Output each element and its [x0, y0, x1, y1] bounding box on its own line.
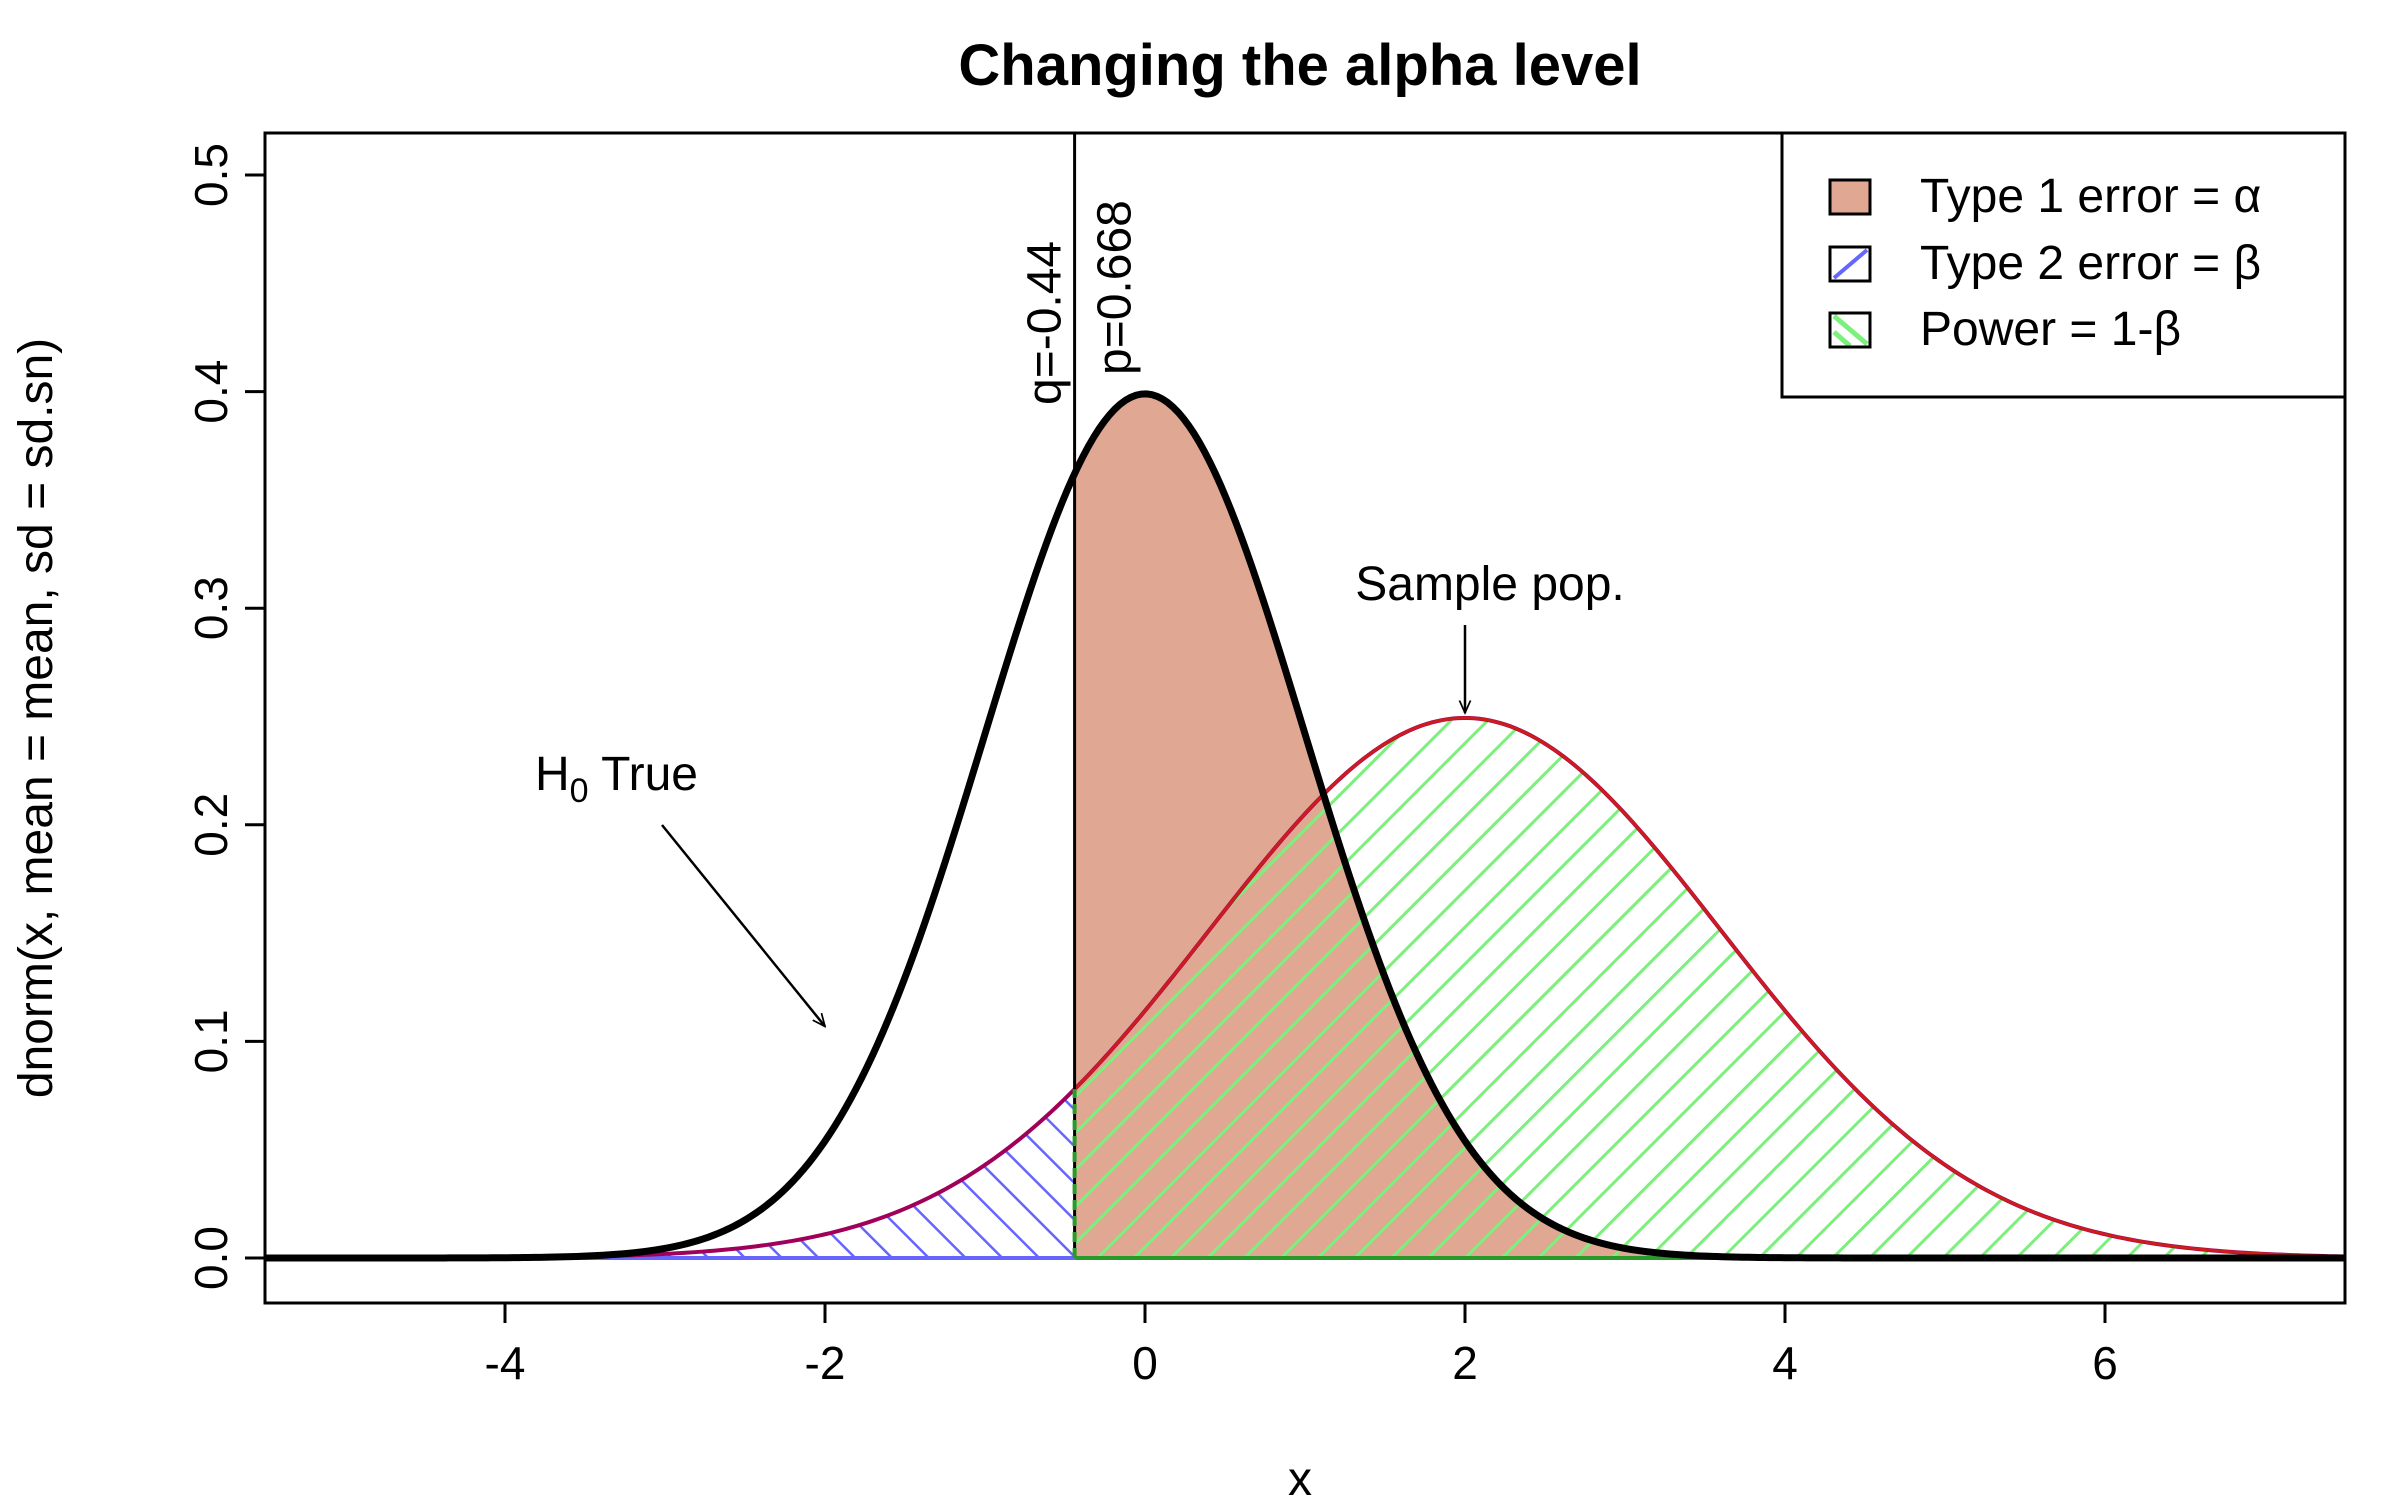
legend-swatch-type2	[1828, 245, 1872, 283]
power-area	[1074, 717, 2345, 1258]
h0-label-main: H	[535, 748, 570, 801]
x-axis: -4 -2 0 2 4 6	[485, 1303, 2118, 1389]
h0-label-suffix: True	[589, 748, 698, 801]
legend-swatch-power	[1828, 311, 1872, 349]
h0-label: H0 True	[535, 748, 698, 810]
y-tick-label: 0.5	[185, 143, 237, 207]
x-tick-label: -2	[805, 1337, 846, 1389]
p-label: p=0.668	[1089, 200, 1142, 375]
h0-label-subscript: 0	[570, 772, 589, 810]
h0-arrow	[661, 824, 825, 1026]
chart-title: Changing the alpha level	[958, 33, 1641, 98]
x-tick-label: 4	[1772, 1337, 1798, 1389]
x-tick-label: 2	[1452, 1337, 1478, 1389]
sample-pop-label: Sample pop.	[1355, 558, 1625, 611]
legend-swatch-type2-hatch	[1832, 248, 1869, 280]
x-tick-label: 0	[1132, 1337, 1158, 1389]
y-tick-label: 0.4	[185, 360, 237, 424]
y-tick-label: 0.1	[185, 1009, 237, 1073]
legend-swatch-power-hatch-2	[1832, 330, 1852, 348]
legend-label-type1: Type 1 error = α	[1920, 170, 2261, 223]
plot-frame	[263, 131, 2347, 1305]
legend-item-type1: Type 1 error = α	[1828, 170, 2261, 223]
sample-pop-curve-upper	[1073, 716, 2345, 1259]
y-axis-label: dnorm(x, mean = mean, sd = sd.sn)	[10, 338, 63, 1098]
legend-item-type2: Type 2 error = β	[1828, 237, 2261, 290]
x-axis-label: x	[1288, 1453, 1312, 1500]
x-tick-label: 6	[2092, 1337, 2118, 1389]
y-tick-label: 0.0	[185, 1226, 237, 1290]
plot-area	[265, 133, 2345, 1262]
type2-error-area	[265, 1089, 1075, 1258]
legend-box	[1780, 131, 2347, 399]
y-axis: 0.0 0.1 0.2 0.3 0.4 0.5	[185, 143, 265, 1290]
q-label: q=-0.44	[1019, 241, 1072, 405]
y-tick-label: 0.3	[185, 576, 237, 640]
legend: Type 1 error = α Type 2 error = β Power …	[1780, 131, 2347, 399]
h0-curve	[265, 390, 2345, 1262]
x-tick-label: -4	[485, 1337, 526, 1389]
legend-swatch-power-hatch-1	[1832, 314, 1869, 346]
legend-label-power: Power = 1-β	[1920, 303, 2181, 356]
legend-swatch-type1	[1828, 178, 1872, 216]
legend-label-type2: Type 2 error = β	[1920, 237, 2261, 290]
legend-item-power: Power = 1-β	[1828, 303, 2181, 356]
y-tick-label: 0.2	[185, 793, 237, 857]
